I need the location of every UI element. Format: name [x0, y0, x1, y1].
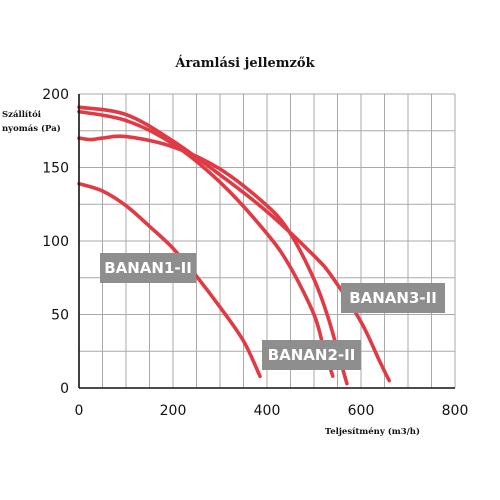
series-line-4: [77, 109, 335, 378]
y-tick-label: 100: [42, 234, 69, 250]
y-tick-label: 150: [42, 161, 69, 177]
series-label-1: BANAN1-II: [100, 253, 196, 283]
y-tick-label: 0: [60, 381, 69, 397]
y-tick-label: 50: [51, 308, 69, 324]
tick-labels: 0 200 400 600 800 0 50 100 150 200: [42, 87, 468, 419]
series-label-background: [341, 283, 445, 313]
series-line-2: [77, 134, 349, 386]
series-label-background: [262, 340, 361, 370]
x-tick-label: 600: [348, 403, 375, 419]
x-tick-label: 0: [75, 403, 84, 419]
series-label-text: BANAN1-II: [104, 259, 192, 277]
series-label-text: BANAN3-II: [349, 289, 437, 307]
series-label-text: BANAN2-II: [268, 346, 356, 364]
x-tick-label: 200: [160, 403, 187, 419]
series-label-3: BANAN3-II: [341, 283, 445, 313]
chart-title: Áramlási jellemzők: [174, 55, 315, 71]
x-tick-label: 800: [442, 403, 469, 419]
x-tick-label: 400: [254, 403, 281, 419]
y-axis-label-line-1: Szállítói: [2, 109, 42, 120]
series-line-3: [77, 105, 391, 383]
series-label-background: [100, 253, 196, 283]
x-axis-label: Teljesítmény (m3/h): [325, 426, 420, 437]
series-labels: BANAN1-II BANAN2-II BANAN3-II: [100, 253, 445, 370]
series-lines: [77, 105, 391, 386]
y-tick-label: 200: [42, 87, 69, 103]
series-label-2: BANAN2-II: [262, 340, 361, 370]
y-axis-label-line-2: nyomás (Pa): [2, 123, 61, 134]
axes: [78, 94, 455, 389]
series-line-1: [77, 181, 262, 378]
